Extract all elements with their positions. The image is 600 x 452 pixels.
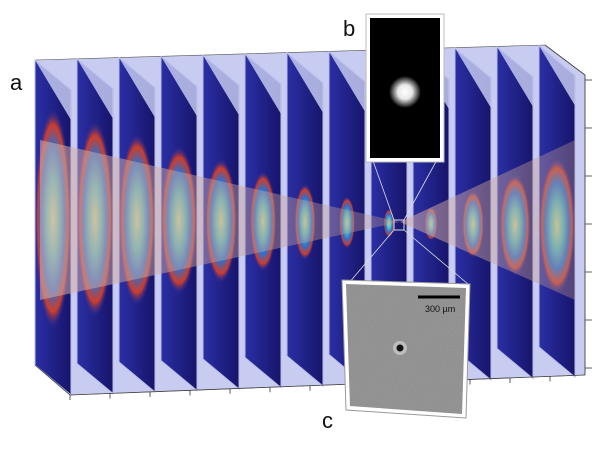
panel-label-a: a (10, 70, 23, 95)
inset-c: 300 µm (342, 280, 470, 418)
scale-bar-label: 300 µm (425, 304, 455, 314)
panel-label-b: b (343, 16, 355, 41)
panel-label-c: c (322, 408, 333, 433)
inset-b (366, 14, 444, 162)
